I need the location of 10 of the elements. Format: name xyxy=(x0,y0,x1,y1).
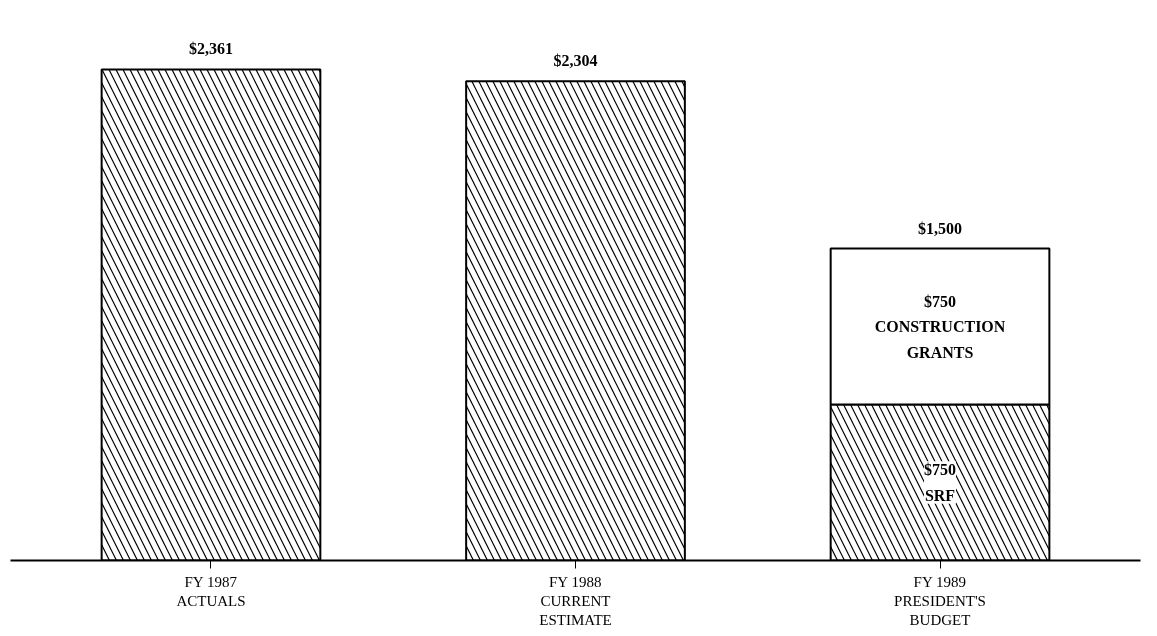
total-label: $1,500 xyxy=(918,219,963,237)
total-label: $2,304 xyxy=(553,52,598,70)
series-label: SRF xyxy=(924,486,956,504)
x-tick-label: FY 1988 CURRENT ESTIMATE xyxy=(539,573,612,628)
series-label: CONSTRUCTION GRANTS xyxy=(874,318,1006,361)
data-label: $750 xyxy=(924,461,957,479)
x-tick-label: FY 1987 ACTUALS xyxy=(176,573,246,609)
x-tick-label: FY 1989 PRESIDENT'S BUDGET xyxy=(894,573,986,628)
total-label: $2,361 xyxy=(188,40,233,58)
data-label: $750 xyxy=(924,292,957,310)
